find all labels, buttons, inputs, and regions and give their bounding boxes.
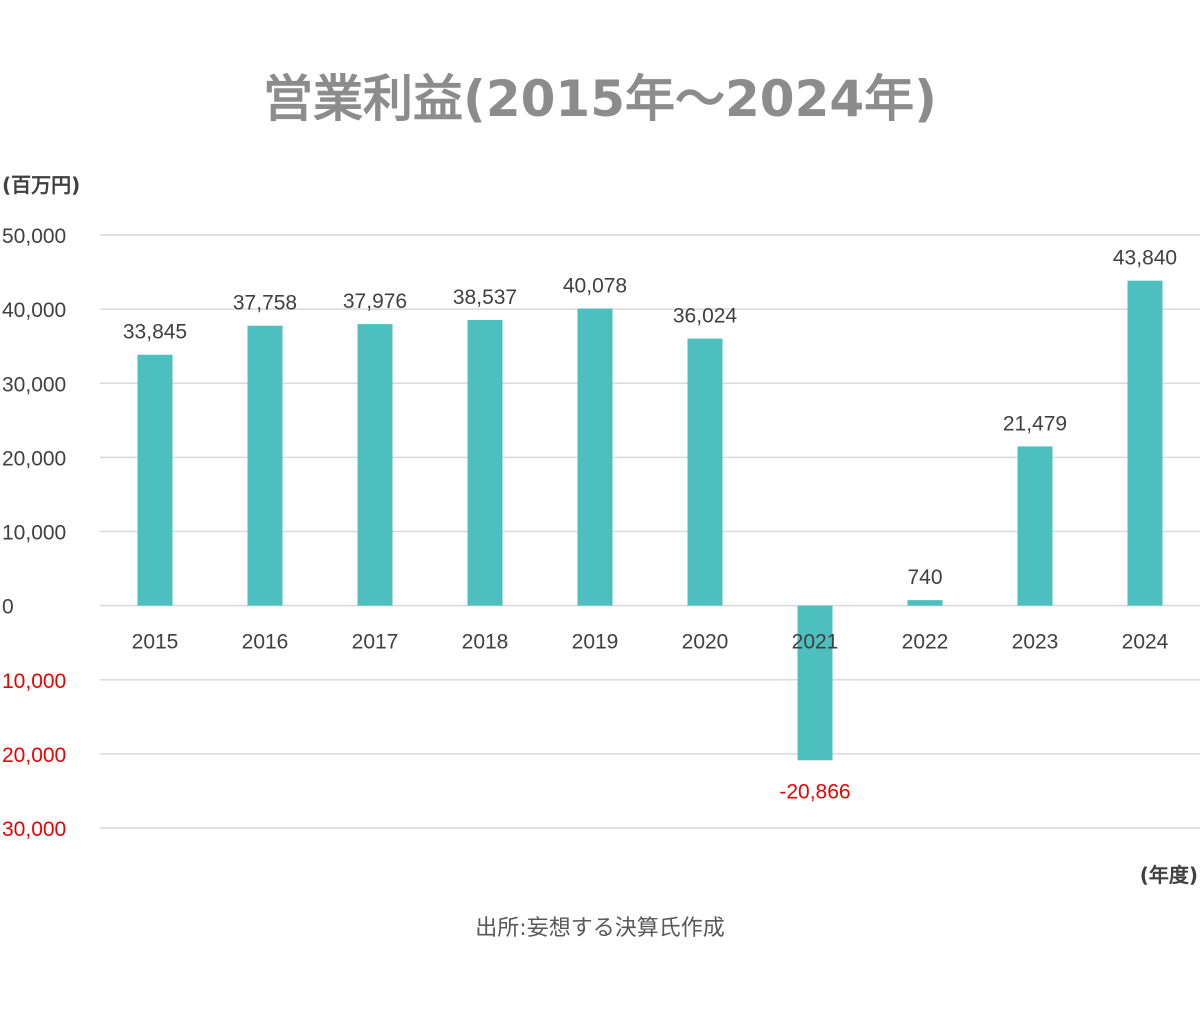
bar-2015 [137, 354, 173, 606]
bar-2016 [247, 325, 283, 606]
bar-2023 [1017, 446, 1053, 606]
x-tick-label: 2021 [792, 631, 839, 654]
bar-2022 [907, 600, 943, 606]
x-tick-label: 2023 [1012, 631, 1059, 654]
y-axis-ticks: 50,000 40,000 30,000 20,000 10,000 0 10,000 20,… [2, 225, 66, 841]
gridlines [100, 234, 1200, 829]
x-tick-label: 2017 [352, 631, 399, 654]
x-tick-label: 2022 [902, 631, 949, 654]
data-label-2015: 33,845 [123, 321, 187, 344]
y-tick-label: 30,000 [2, 818, 66, 841]
data-label-2023: 21,479 [1003, 412, 1067, 435]
x-tick-label: 2020 [682, 631, 729, 654]
y-tick-label: 10,000 [2, 522, 66, 545]
y-tick-label: 40,000 [2, 299, 66, 322]
y-tick-label: 50,000 [2, 225, 66, 248]
bar-2024 [1127, 280, 1163, 606]
y-tick-label: 20,000 [2, 744, 66, 767]
x-tick-label: 2019 [572, 631, 619, 654]
data-label-2020: 36,024 [673, 305, 738, 328]
x-tick-label: 2016 [242, 631, 289, 654]
data-label-2019: 40,078 [563, 275, 627, 298]
bar-2017 [357, 324, 393, 606]
data-labels: 33,845 37,758 37,976 38,537 40,078 36,024 -20,… [123, 247, 1177, 804]
data-label-2018: 38,537 [453, 286, 517, 309]
y-axis-unit-label: (百万円) [2, 173, 80, 197]
chart-title: 営業利益(2015年〜2024年) [263, 70, 937, 128]
x-axis-categories: 2015 2016 2017 2018 2019 2020 2021 2022 2023 2024 [132, 631, 1169, 654]
source-note: 出所:妄想する決算氏作成 [475, 916, 724, 941]
bars [137, 280, 1163, 761]
y-tick-label: 0 [2, 596, 14, 619]
x-tick-label: 2024 [1122, 631, 1169, 654]
bar-2018 [467, 319, 503, 606]
y-tick-label: 10,000 [2, 670, 66, 693]
data-label-2024: 43,840 [1113, 247, 1177, 270]
bar-2021 [797, 605, 833, 761]
bar-2019 [577, 308, 613, 606]
data-label-2022: 740 [907, 566, 942, 589]
data-label-2021: -20,866 [779, 780, 850, 803]
x-tick-label: 2018 [462, 631, 509, 654]
y-tick-label: 30,000 [2, 373, 66, 396]
data-label-2016: 37,758 [233, 292, 297, 315]
x-tick-label: 2015 [132, 631, 179, 654]
bar-2020 [687, 338, 723, 606]
x-axis-unit-label: (年度) [1140, 863, 1198, 887]
data-label-2017: 37,976 [343, 290, 407, 313]
y-tick-label: 20,000 [2, 447, 66, 470]
